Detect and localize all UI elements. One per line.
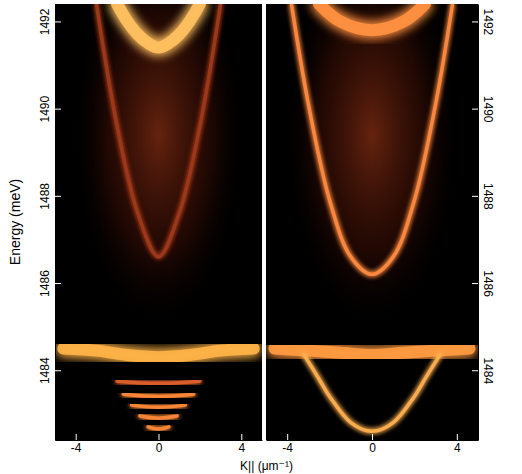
tick-label: 0 — [369, 441, 376, 455]
tick: 1484 — [472, 357, 495, 384]
tick-label: -4 — [282, 441, 293, 455]
background-haze — [72, 4, 246, 331]
tick-mark — [287, 434, 288, 440]
tick-mark — [472, 196, 478, 197]
panel: -4 0 4 1484 1486 1488 1490 1492 — [38, 0, 263, 455]
tick-mark — [241, 434, 242, 440]
tick-mark — [55, 196, 61, 197]
tick-mark — [55, 370, 61, 371]
chart: -4 0 4 1484 1486 1488 1490 1492 Energy (meV) K|| … — [0, 0, 522, 474]
tick-mark — [472, 283, 478, 284]
tick: 0 — [156, 434, 163, 455]
tick-mark — [55, 109, 61, 110]
band — [123, 394, 193, 396]
band — [117, 4, 200, 48]
axis-title: K|| (μm⁻¹) — [240, 459, 293, 473]
tick-label: 1488 — [481, 183, 495, 210]
panel: -4 0 4 1484 1486 1488 1490 1492 — [266, 0, 495, 455]
band — [132, 405, 186, 407]
tick: 0 — [369, 434, 376, 455]
tick: 1492 — [472, 9, 495, 36]
tick-label: 1492 — [481, 9, 495, 36]
tick-mark — [76, 434, 77, 440]
tick-mark — [472, 21, 478, 22]
tick-label: 4 — [454, 441, 461, 455]
yticks-axis: 1484 1486 1488 1490 1492 — [472, 5, 495, 441]
tick-label: 1492 — [38, 8, 52, 35]
tick: 1486 — [472, 270, 495, 297]
tick-label: 1486 — [38, 270, 52, 297]
band — [117, 381, 200, 383]
band — [319, 4, 425, 30]
tick-mark — [372, 434, 373, 440]
yticks-axis: 1484 1486 1488 1490 1492 — [38, 5, 61, 441]
axis-line — [478, 5, 479, 441]
tick-label: 1490 — [481, 96, 495, 123]
tick-label: 1484 — [481, 357, 495, 384]
band — [291, 4, 452, 274]
band — [148, 427, 169, 429]
tick-label: 1486 — [481, 270, 495, 297]
background-haze — [283, 4, 461, 331]
band — [96, 4, 220, 257]
xticks-axis: -4 0 4 — [56, 434, 263, 455]
tick-label: 1488 — [38, 183, 52, 210]
tick-label: 0 — [156, 441, 163, 455]
axis-title: Energy (meV) — [7, 179, 23, 265]
tick-label: -4 — [71, 441, 82, 455]
tick-mark — [55, 21, 61, 22]
tick-mark — [457, 434, 458, 440]
tick: 4 — [238, 434, 245, 455]
tick: 1490 — [38, 95, 61, 122]
tick: 1488 — [472, 183, 495, 210]
tick: -4 — [71, 434, 82, 455]
tick: 1486 — [38, 270, 61, 297]
band — [63, 348, 253, 357]
band — [304, 355, 440, 431]
tick: 1490 — [472, 96, 495, 123]
tick-mark — [55, 283, 61, 284]
axis-line — [55, 5, 56, 441]
tick: 1488 — [38, 183, 61, 210]
tick-mark — [472, 109, 478, 110]
xticks-axis: -4 0 4 — [267, 434, 479, 455]
tick-mark — [472, 370, 478, 371]
tick-label: 1490 — [38, 95, 52, 122]
plot-area — [63, 4, 253, 429]
plot-area — [274, 4, 469, 431]
band — [140, 416, 177, 418]
tick: -4 — [282, 434, 293, 455]
tick: 1492 — [38, 8, 61, 35]
tick-label: 1484 — [38, 357, 52, 384]
tick-mark — [159, 434, 160, 440]
tick-label: 4 — [238, 441, 245, 455]
tick: 4 — [454, 434, 461, 455]
tick: 1484 — [38, 357, 61, 384]
